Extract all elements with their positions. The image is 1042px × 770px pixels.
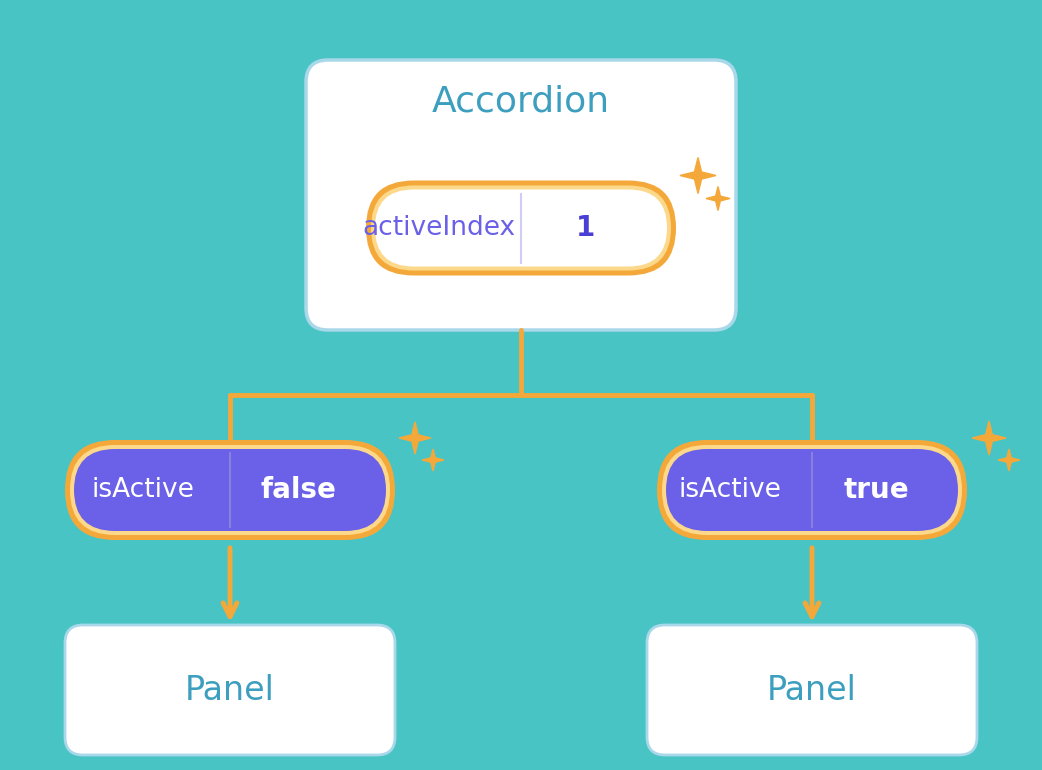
Text: isActive: isActive	[678, 477, 782, 503]
Text: false: false	[260, 476, 337, 504]
FancyBboxPatch shape	[65, 440, 395, 540]
Polygon shape	[399, 422, 431, 454]
Polygon shape	[422, 449, 444, 471]
Polygon shape	[998, 449, 1020, 471]
Polygon shape	[706, 186, 730, 210]
FancyBboxPatch shape	[375, 189, 667, 266]
FancyBboxPatch shape	[662, 445, 962, 535]
Text: Panel: Panel	[185, 674, 275, 707]
FancyBboxPatch shape	[371, 186, 671, 270]
FancyBboxPatch shape	[666, 449, 958, 531]
FancyBboxPatch shape	[647, 625, 977, 755]
Polygon shape	[680, 158, 716, 193]
FancyBboxPatch shape	[366, 180, 676, 276]
Text: 1: 1	[575, 214, 595, 242]
FancyBboxPatch shape	[306, 60, 736, 330]
Text: Panel: Panel	[767, 674, 857, 707]
Text: isActive: isActive	[92, 477, 194, 503]
Text: Accordion: Accordion	[432, 85, 610, 119]
Text: true: true	[843, 476, 909, 504]
FancyBboxPatch shape	[70, 445, 390, 535]
FancyBboxPatch shape	[65, 625, 395, 755]
FancyBboxPatch shape	[658, 440, 967, 540]
Text: activeIndex: activeIndex	[363, 215, 516, 241]
Polygon shape	[972, 421, 1006, 455]
FancyBboxPatch shape	[74, 449, 386, 531]
